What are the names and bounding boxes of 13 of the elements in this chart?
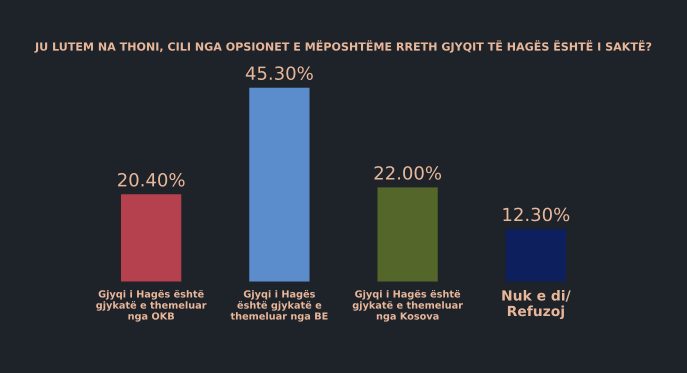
bar (249, 88, 310, 282)
data-label: 20.40% (118, 172, 185, 187)
x-tick-label: Gjyqi i Hagës është gjykatë e themeluar nga OKB (96, 290, 206, 322)
bar (506, 228, 566, 282)
bar (121, 194, 182, 282)
data-label: 22.00% (374, 166, 442, 180)
x-tick-label: Gjyqi i Hagës është gjykatë e themeluar nga Kosova (352, 290, 463, 322)
chart-title: JU LUTEM NA THONI, CILI NGA OPSIONET E MËPOSHTËME RRETH GJYQIT TË HAGËS ËSHTË I SAKTË? (34, 40, 652, 53)
data-label: 45.30% (246, 66, 313, 80)
bar (377, 187, 438, 282)
x-tick-label: Gjyqi i Hagës është gjykatë e themeluar nga BE (230, 290, 328, 322)
x-tick-label: Nuk e di/ Refuzoj (502, 290, 571, 320)
data-label: 12.30% (503, 208, 570, 222)
